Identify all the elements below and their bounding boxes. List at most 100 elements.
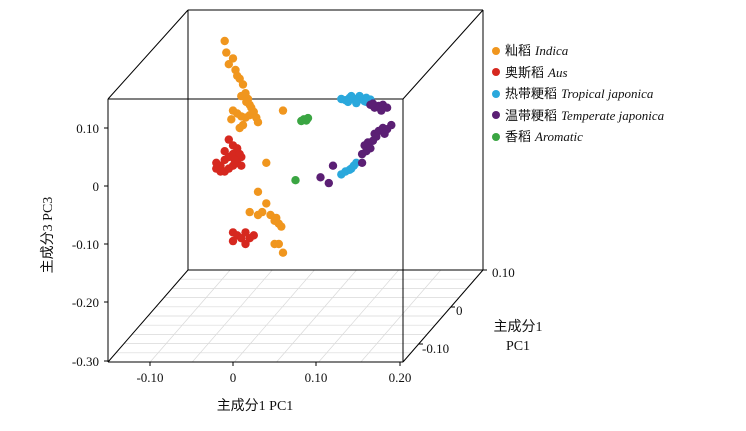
y-axis-title: 主成分3 PC3 [40, 197, 56, 274]
data-point-aromatic [303, 113, 313, 123]
data-point-indica [227, 115, 236, 124]
data-point-indica [242, 97, 251, 107]
legend-item: 温带粳稻 Temperate japonica [492, 105, 664, 127]
data-point-aus [228, 236, 238, 246]
data-point-indica [245, 207, 254, 217]
floor-grid-line [318, 269, 399, 363]
data-point-temperate [357, 158, 367, 167]
z-axis-title-line1: 主成分1 [494, 319, 543, 335]
data-point-indica [220, 36, 229, 46]
legend-label-cn: 温带粳稻 [505, 107, 558, 123]
legend: 籼稻 Indica 奥斯稻 Aus 热带粳稻 Tropical japonica… [492, 40, 664, 148]
data-point-temperate [377, 106, 386, 115]
data-point-indica [238, 80, 248, 89]
legend-item: 奥斯稻 Aus [492, 62, 664, 84]
legend-marker [492, 46, 500, 55]
data-point-indica [274, 239, 283, 249]
data-point-aus [249, 231, 258, 240]
data-point-indica [222, 48, 231, 57]
floor-grid-line [234, 269, 315, 363]
legend-label-cn: 奥斯稻 [505, 64, 545, 80]
data-point-indica [272, 213, 281, 223]
data-point-indica [253, 210, 263, 220]
data-point-temperate [316, 173, 325, 182]
data-point-temperate [387, 120, 396, 130]
data-point-tropical [352, 98, 361, 108]
data-point-temperate [366, 144, 375, 153]
data-point-indica [224, 59, 233, 69]
data-point-indica [278, 248, 288, 257]
box-top-left-edge [107, 9, 189, 100]
data-point-indica [278, 106, 288, 115]
data-point-indica [262, 199, 271, 208]
z-tick-label: -0.10 [422, 341, 449, 356]
legend-label-latin: Tropical japonica [561, 86, 654, 101]
data-point-temperate [328, 161, 338, 170]
y-tick-label: -0.30 [72, 354, 99, 369]
floor-grid-line [276, 269, 357, 363]
data-point-aus [224, 135, 233, 144]
data-point-indica [262, 158, 271, 167]
data-point-tropical [355, 91, 364, 101]
data-point-aus [220, 147, 229, 156]
y-tick-label: -0.10 [72, 237, 99, 252]
legend-label-cn: 籼稻 [505, 43, 532, 58]
y-tick-label: 0 [93, 179, 100, 194]
z-tick-label: 0 [456, 303, 463, 318]
z-axis-title-line2: PC1 [506, 339, 530, 354]
data-points [212, 36, 396, 257]
floor-grid-line [192, 269, 273, 363]
floor-grid-line [149, 269, 231, 363]
y-tick-label: -0.20 [72, 295, 99, 310]
data-point-aromatic [297, 116, 306, 126]
data-point-aus [237, 161, 246, 170]
tick-marks [104, 127, 487, 366]
legend-item: 香稻 Aromatic [492, 126, 664, 148]
data-point-indica [253, 187, 263, 196]
legend-label-latin: Indica [535, 43, 569, 58]
x-tick-label: -0.10 [136, 370, 163, 385]
legend-marker [492, 89, 500, 98]
legend-item: 热带粳稻 Tropical japonica [492, 83, 664, 105]
data-point-temperate [324, 178, 333, 188]
legend-marker [492, 132, 500, 141]
data-point-aus [212, 158, 221, 167]
legend-marker [492, 111, 500, 120]
floor-grid-line [360, 269, 442, 363]
box-bottom-right-edge [402, 269, 484, 363]
data-point-indica [237, 91, 246, 101]
data-point-temperate [368, 99, 378, 108]
data-point-tropical [347, 164, 356, 173]
legend-label-cn: 香稻 [505, 129, 532, 144]
data-point-aus [235, 149, 244, 159]
legend-label-latin: Aus [548, 64, 568, 80]
legend-label-latin: Aromatic [535, 129, 583, 144]
data-point-tropical [352, 158, 361, 167]
data-point-temperate [380, 129, 389, 138]
x-tick-label: 0.10 [305, 370, 328, 385]
box-bottom-left-edge [107, 269, 189, 363]
data-point-indica [277, 222, 286, 231]
legend-marker [492, 68, 500, 77]
legend-label-latin: Temperate japonica [561, 107, 665, 123]
x-tick-label: 0 [230, 370, 237, 385]
floor-grid [116, 269, 475, 363]
legend-item: 籼稻 Indica [492, 40, 664, 62]
y-tick-label: 0.10 [76, 121, 99, 136]
box-top-right-edge [402, 9, 484, 100]
data-point-aus [241, 228, 250, 237]
z-tick-label: 0.10 [492, 265, 515, 280]
data-point-tropical [347, 91, 356, 101]
box-frame [107, 9, 484, 363]
x-tick-label: 0.20 [389, 370, 412, 385]
data-point-aus [230, 155, 239, 165]
legend-label-cn: 热带粳稻 [505, 86, 558, 101]
data-point-indica [235, 123, 244, 133]
x-axis-title: 主成分1 PC1 [217, 398, 294, 414]
data-point-aus [237, 234, 246, 243]
data-point-aus [241, 239, 250, 249]
data-point-indica [228, 54, 238, 63]
data-point-indica [252, 113, 261, 122]
data-point-aromatic [291, 176, 300, 185]
